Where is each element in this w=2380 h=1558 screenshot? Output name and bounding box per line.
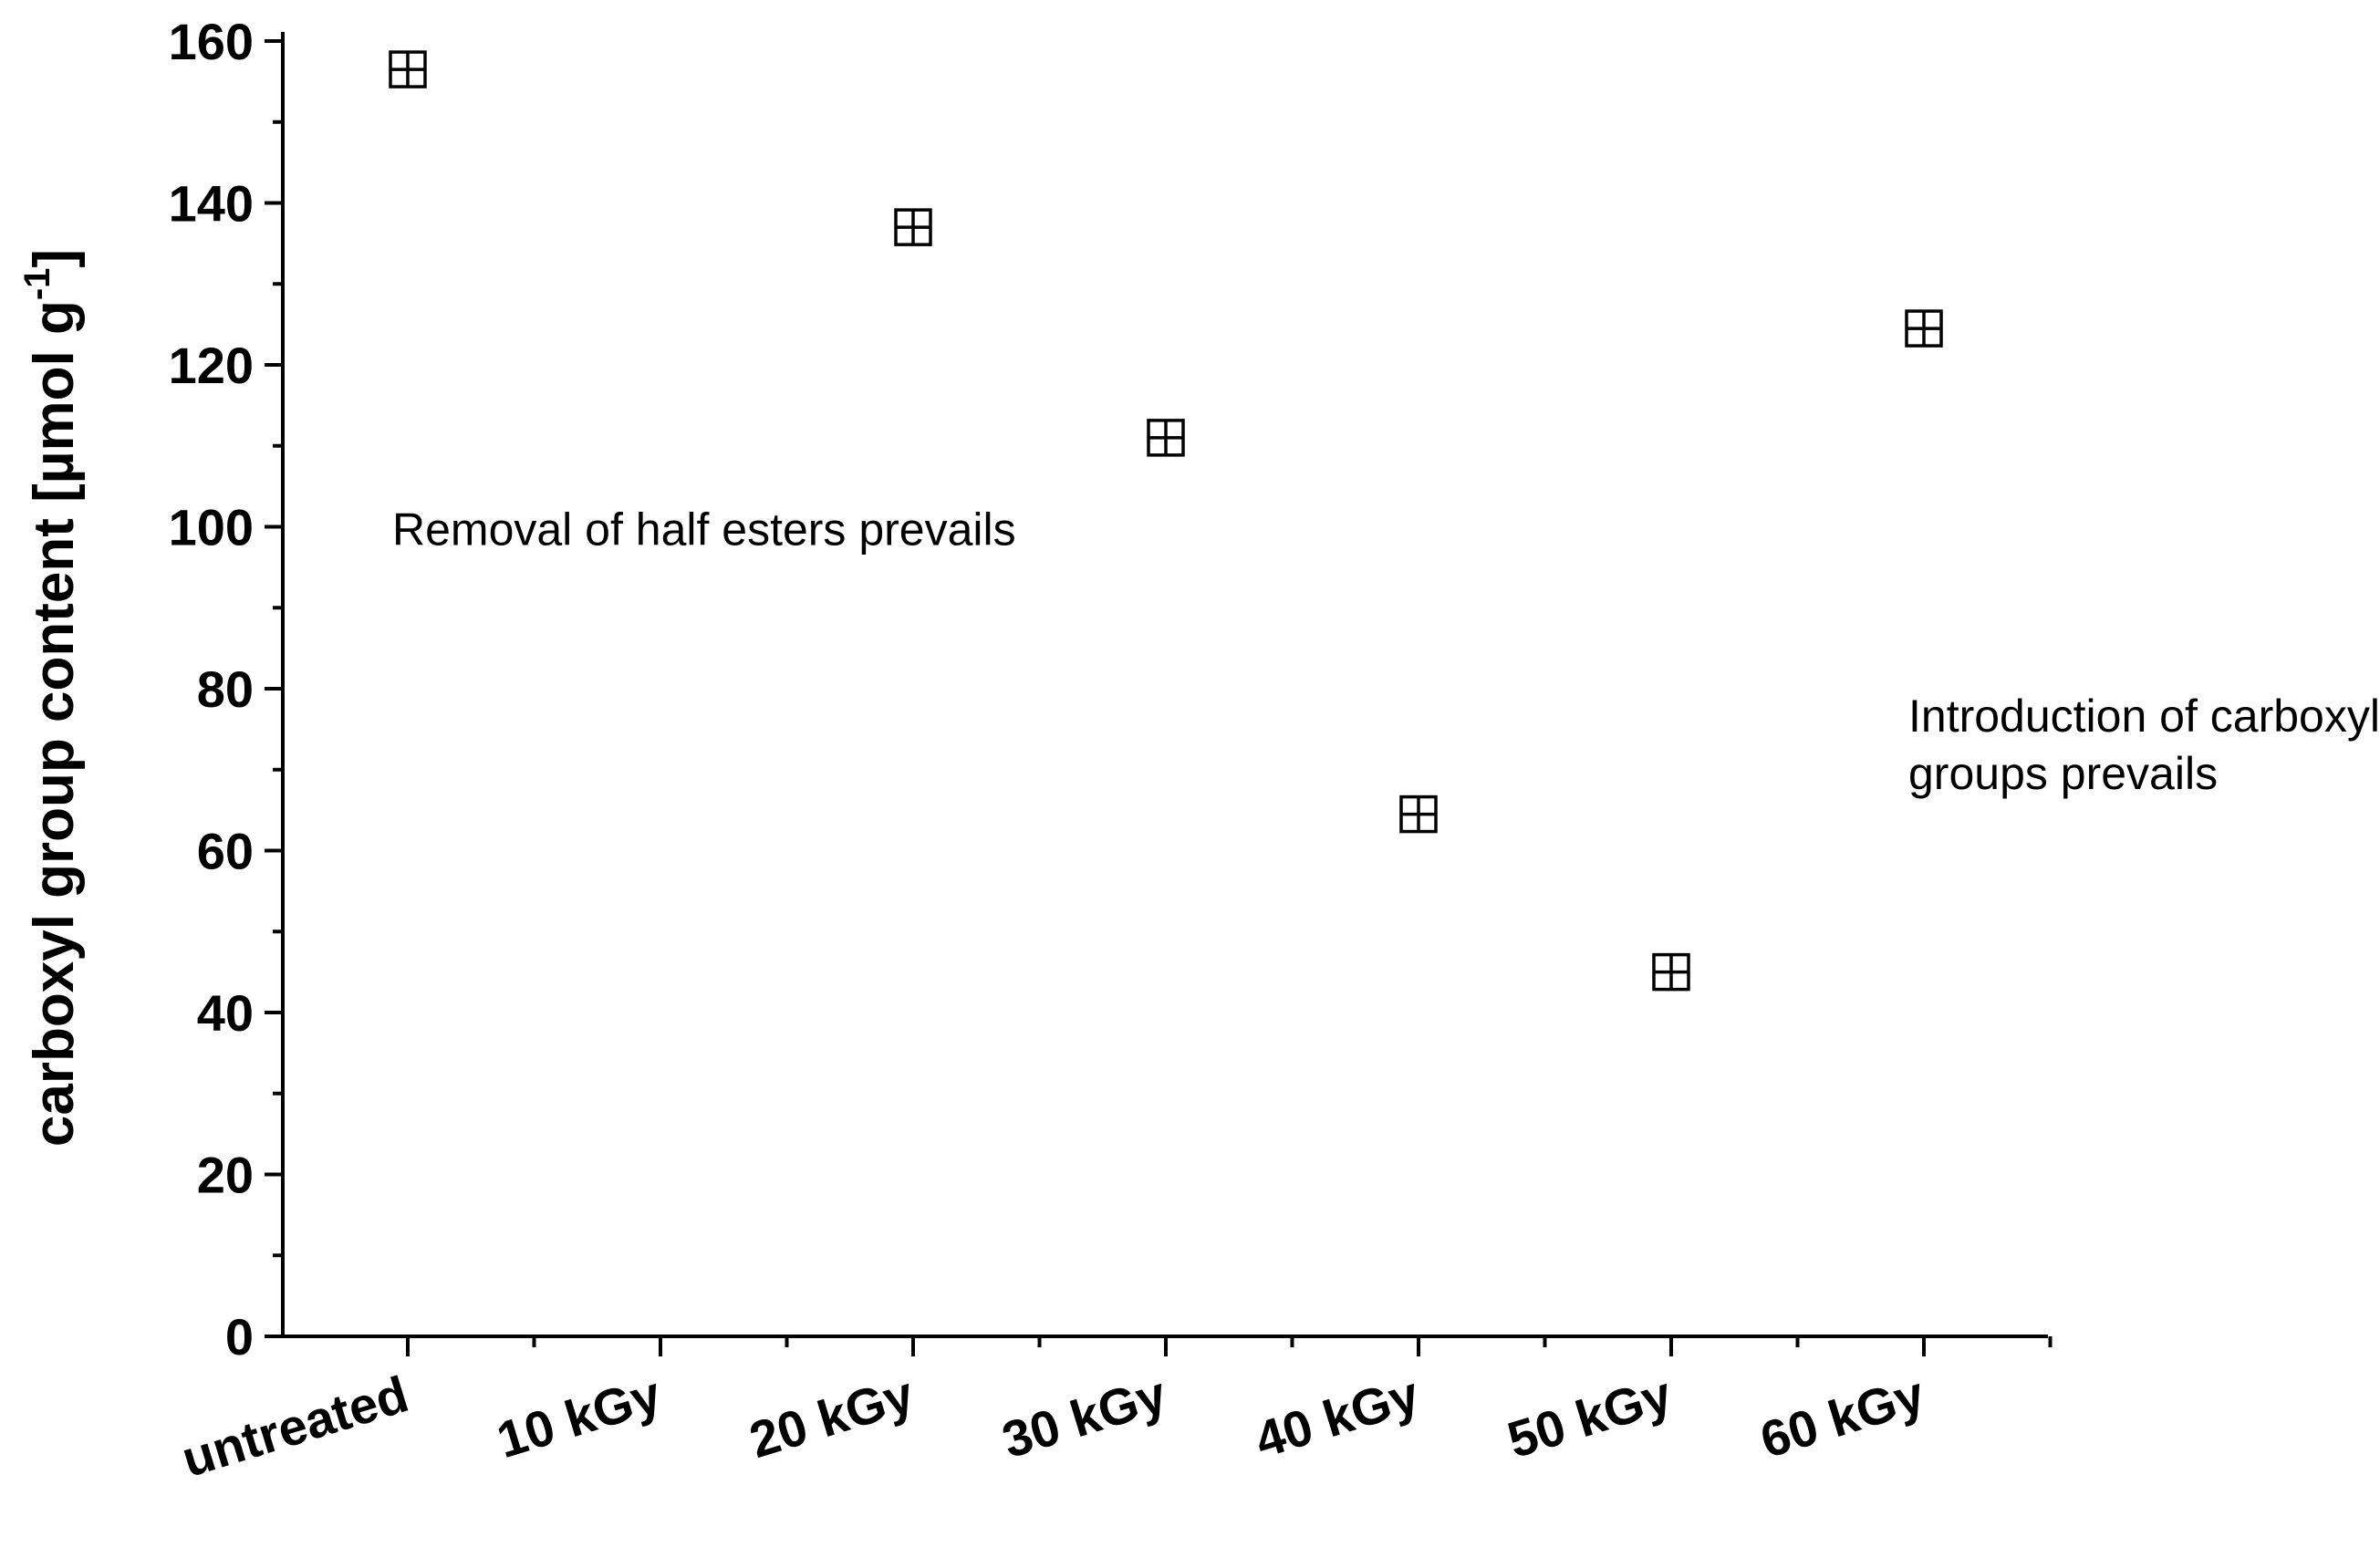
data-point [1399, 795, 1438, 834]
annotations: Removal of half esters prevails Introduct… [392, 504, 2380, 799]
y-tick-label: 40 [197, 984, 254, 1042]
y-tick-label: 80 [197, 660, 254, 718]
y-axis-title: carboxyl group content [µmol g-1] [17, 249, 86, 1147]
y-tick-label: 100 [169, 499, 254, 556]
annotation-line: Removal of half esters prevails [392, 504, 1016, 556]
y-tick-label: 120 [169, 337, 254, 394]
y-axis-title-superscript: -1 [17, 268, 57, 301]
x-tick-label: 30 kGy [995, 1365, 1172, 1469]
data-point [1905, 309, 1943, 348]
x-tick-label: 60 kGy [1753, 1365, 1930, 1469]
data-point [1147, 419, 1185, 457]
annotation-line: Introduction of carboxyl [1908, 691, 2380, 742]
y-tick-label: 160 [169, 13, 254, 70]
data-point [894, 208, 932, 246]
data-points [389, 50, 1943, 992]
x-tick-label: 10 kGy [490, 1365, 667, 1469]
y-axis-title-suffix: ] [23, 249, 86, 268]
y-ticks: 0 20 40 60 80 100 120 140 160 [169, 13, 283, 1366]
annotation-line: groups prevails [1908, 748, 2218, 799]
y-tick-label: 20 [197, 1147, 254, 1204]
y-axis-title-main: carboxyl group content [µmol g [23, 300, 86, 1147]
y-tick-label: 140 [169, 175, 254, 233]
y-tick-label: 0 [225, 1308, 254, 1366]
annotation-text: Removal of half esters prevails [392, 504, 1016, 556]
data-point [1652, 952, 1690, 992]
x-tick-label: 20 kGy [743, 1365, 920, 1469]
x-tick-label: 40 kGy [1248, 1365, 1425, 1469]
y-tick-label: 60 [197, 823, 254, 880]
x-tick-label: 50 kGy [1501, 1365, 1678, 1469]
annotation-text: Introduction of carboxyl groups prevails [1908, 691, 2380, 799]
x-ticks: untreated 10 kGy 20 kGy 30 kGy 40 kGy 50 kGy 6… [175, 1336, 2053, 1488]
axes [281, 32, 2048, 1338]
x-tick-label: untreated [175, 1365, 414, 1488]
data-point [389, 50, 427, 88]
